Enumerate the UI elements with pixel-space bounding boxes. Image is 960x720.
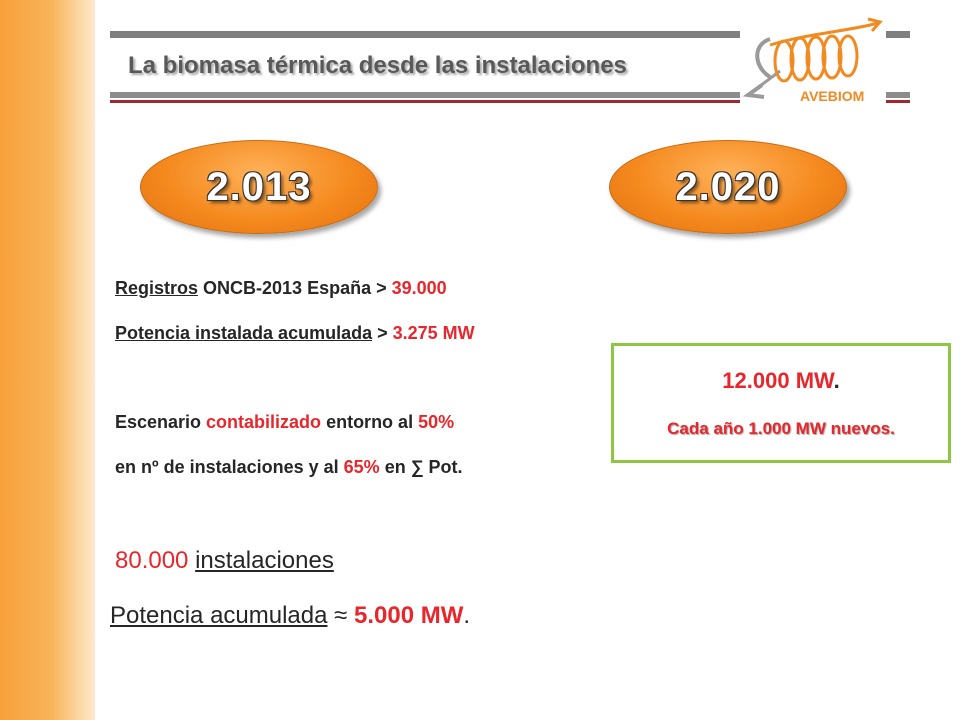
year-2020-label: 2.020 bbox=[675, 164, 781, 209]
avebiom-logo-icon: AVEBIOM bbox=[742, 17, 883, 104]
header-bottom-divider bbox=[110, 92, 910, 98]
forecast-2020-subtitle: Cada año 1.000 MW nuevos. bbox=[667, 419, 895, 438]
page-title: La biomasa térmica desde las instalacion… bbox=[128, 52, 627, 79]
stat-potencia-acumulada: Potencia acumulada ≈ 5.000 MW. bbox=[110, 602, 471, 629]
stat-potencia-instalada: Potencia instalada acumulada > 3.275 MW bbox=[115, 323, 475, 343]
header-top-divider bbox=[110, 31, 910, 38]
stat-80000-instalaciones: 80.000 instalaciones bbox=[115, 547, 334, 574]
forecast-2020-box: 12.000 MW. Cada año 1.000 MW nuevos. bbox=[611, 343, 951, 463]
stat-registros: Registros ONCB-2013 España > 39.000 bbox=[115, 278, 447, 298]
forecast-2020-value: 12.000 MW. bbox=[722, 368, 840, 393]
header-red-divider bbox=[110, 100, 910, 103]
orange-sidebar bbox=[0, 0, 95, 720]
year-2020-badge: 2.020 bbox=[609, 140, 847, 234]
svg-text:AVEBIOM: AVEBIOM bbox=[800, 88, 864, 104]
stat-escenario: Escenario contabilizado entorno al 50% bbox=[115, 412, 455, 432]
stat-instalaciones-pot: en nº de instalaciones y al 65% en ∑ Pot… bbox=[115, 457, 463, 477]
year-2013-label: 2.013 bbox=[206, 164, 312, 209]
year-2013-badge: 2.013 bbox=[140, 140, 378, 234]
avebiom-logo: AVEBIOM bbox=[740, 15, 886, 109]
